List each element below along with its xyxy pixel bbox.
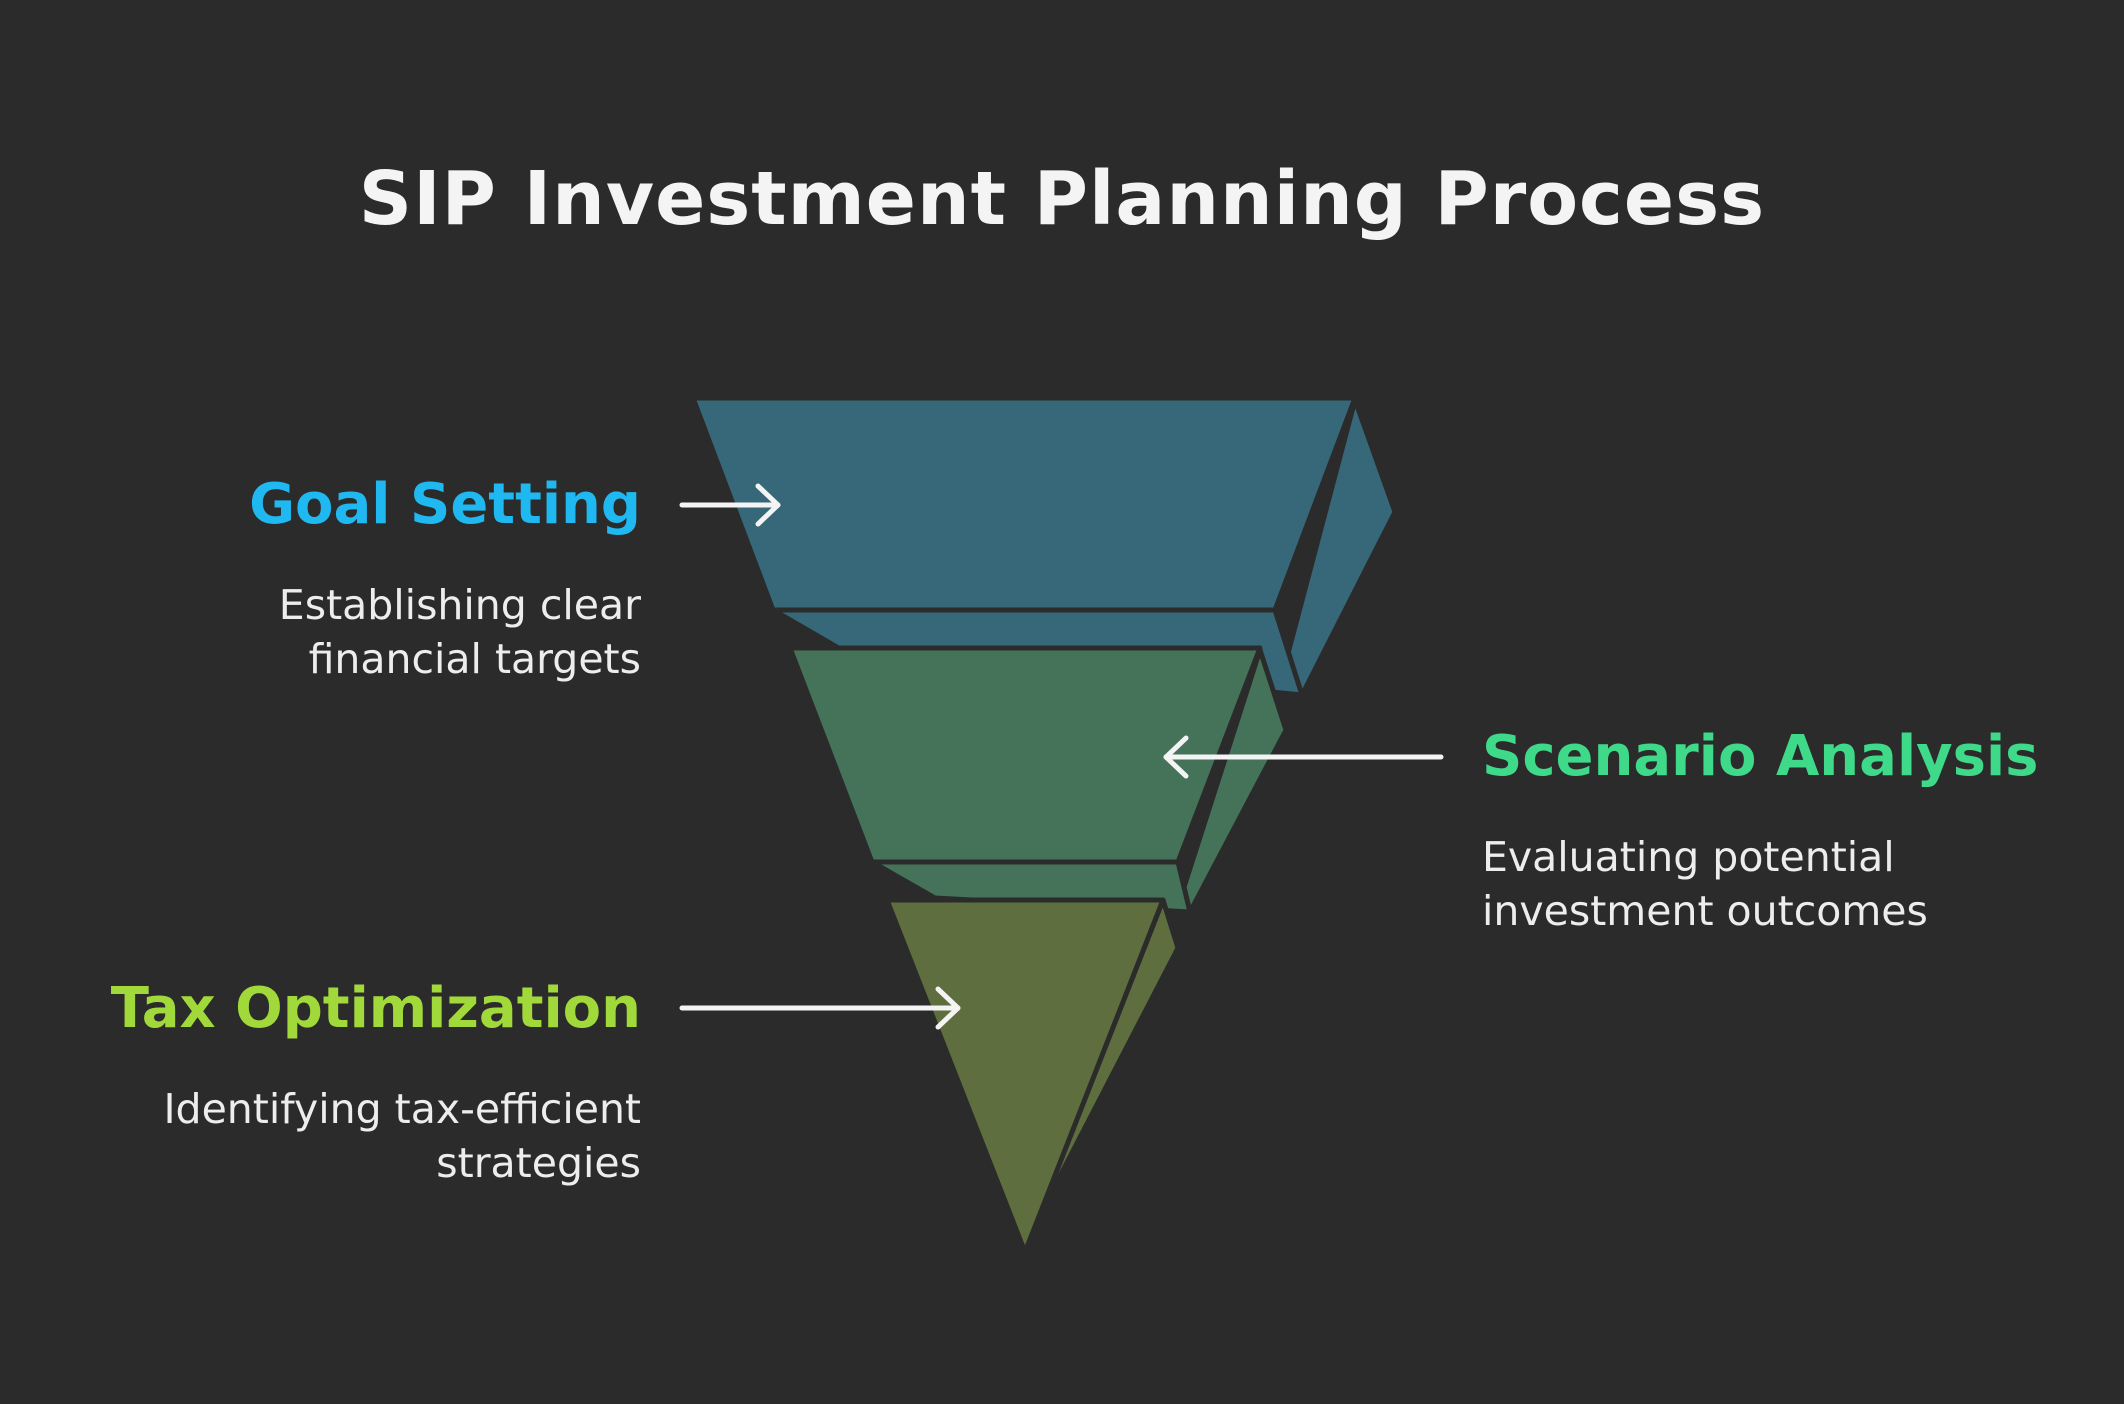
stage-description-tax-optimization: Identifying tax-efficient strategies (163, 1082, 641, 1190)
stage-label-goal-setting: Goal Setting (249, 472, 641, 537)
description-line: investment outcomes (1482, 887, 1928, 935)
description-line: Evaluating potential (1482, 833, 1895, 881)
description-line: Identifying tax-efficient (163, 1085, 641, 1133)
arrow-scenario-analysis (1163, 735, 1444, 779)
stage-label-scenario-analysis: Scenario Analysis (1482, 724, 2039, 789)
description-line: Establishing clear (278, 581, 641, 629)
description-line: strategies (436, 1139, 641, 1187)
funnel-stage-3-front-face (884, 897, 1166, 1255)
diagram-title: SIP Investment Planning Process (358, 156, 1766, 242)
funnel-stage-2-front-face (787, 645, 1263, 865)
arrow-tax-optimization (679, 986, 961, 1030)
funnel-stage-1-front-face (690, 395, 1358, 613)
description-line: financial targets (308, 635, 641, 683)
funnel-stage-scenario-analysis (787, 645, 1289, 915)
stage-description-goal-setting: Establishing clear financial targets (279, 578, 641, 686)
stage-label-tax-optimization: Tax Optimization (110, 976, 641, 1041)
funnel-stage-tax-optimization (884, 897, 1181, 1255)
stage-description-scenario-analysis: Evaluating potential investment outcomes (1482, 830, 1928, 938)
arrow-goal-setting (679, 483, 781, 527)
